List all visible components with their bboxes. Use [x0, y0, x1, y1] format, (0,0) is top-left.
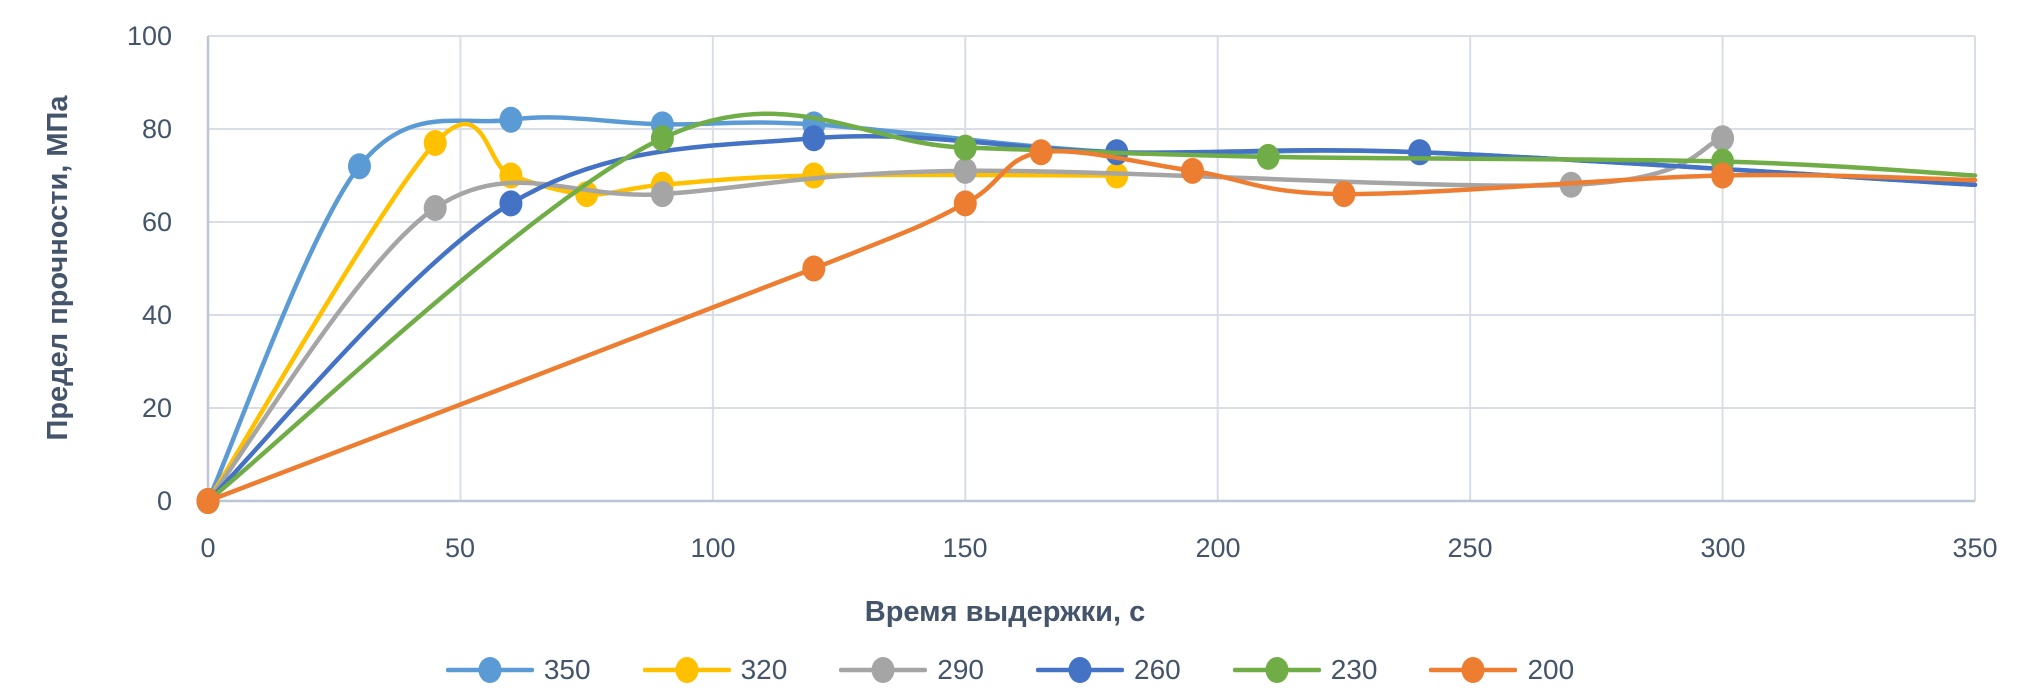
x-tick-label: 300: [1700, 533, 1745, 563]
x-tick-label: 250: [1447, 533, 1492, 563]
data-point-350: [347, 153, 371, 180]
data-point-290: [953, 157, 977, 184]
data-point-260: [499, 190, 523, 217]
legend-swatch-icon: [1429, 657, 1518, 683]
x-tick-label: 50: [445, 533, 475, 563]
y-tick-label: 80: [142, 114, 172, 144]
data-point-200: [953, 190, 977, 217]
x-tick-label: 150: [942, 533, 987, 563]
x-axis-title: Время выдержки, с: [865, 596, 1145, 628]
legend-label: 230: [1330, 654, 1378, 685]
x-tick-label: 100: [690, 533, 735, 563]
x-tick-label: 350: [1952, 533, 1997, 563]
y-tick-label: 0: [157, 486, 172, 516]
legend-label: 290: [937, 654, 984, 685]
data-point-320: [802, 162, 826, 189]
data-point-200: [802, 255, 826, 282]
legend-item-320: 320: [642, 654, 788, 685]
data-point-200: [196, 488, 220, 514]
data-point-320: [423, 129, 447, 156]
data-point-200: [1029, 139, 1053, 166]
legend-swatch-icon: [1036, 657, 1124, 683]
data-point-290: [650, 181, 674, 208]
legend-label: 260: [1134, 654, 1181, 685]
chart-legend: 350 320 290 260 230 200: [0, 645, 2020, 695]
legend-item-230: 230: [1232, 654, 1378, 685]
data-point-290: [423, 195, 447, 222]
data-point-260: [802, 125, 826, 152]
y-tick-label: 40: [142, 300, 172, 330]
legend-item-200: 200: [1429, 655, 1574, 685]
data-point-260: [1408, 139, 1432, 166]
legend-swatch-icon: [1232, 657, 1321, 683]
gridlines: [207, 35, 1976, 502]
data-point-230: [650, 125, 674, 152]
y-axis-title: Предел прочности, МПа: [42, 95, 74, 441]
y-tick-label: 60: [142, 207, 172, 237]
data-point-200: [1180, 157, 1204, 184]
legend-item-260: 260: [1036, 655, 1181, 685]
legend-label: 350: [543, 654, 591, 685]
y-tick-label: 20: [142, 393, 172, 423]
data-point-230: [1256, 143, 1280, 170]
series-lines: [196, 106, 1978, 514]
data-point-200: [1332, 181, 1356, 208]
data-point-230: [953, 134, 977, 161]
x-tick-label: 0: [200, 533, 215, 563]
x-tick-label: 200: [1195, 533, 1240, 563]
series-line-200: [205, 148, 1978, 504]
axis-lines: [206, 36, 1975, 503]
y-tick-label: 100: [127, 21, 172, 51]
legend-label: 320: [740, 654, 788, 685]
legend-swatch-icon: [445, 657, 534, 683]
legend-label: 200: [1527, 654, 1575, 685]
legend-item-350: 350: [445, 654, 591, 685]
legend-swatch-icon: [642, 657, 731, 683]
data-point-290: [1711, 125, 1735, 152]
legend-item-290: 290: [839, 655, 984, 685]
data-point-350: [499, 106, 523, 133]
data-point-200: [1711, 162, 1735, 189]
legend-swatch-icon: [839, 657, 928, 683]
